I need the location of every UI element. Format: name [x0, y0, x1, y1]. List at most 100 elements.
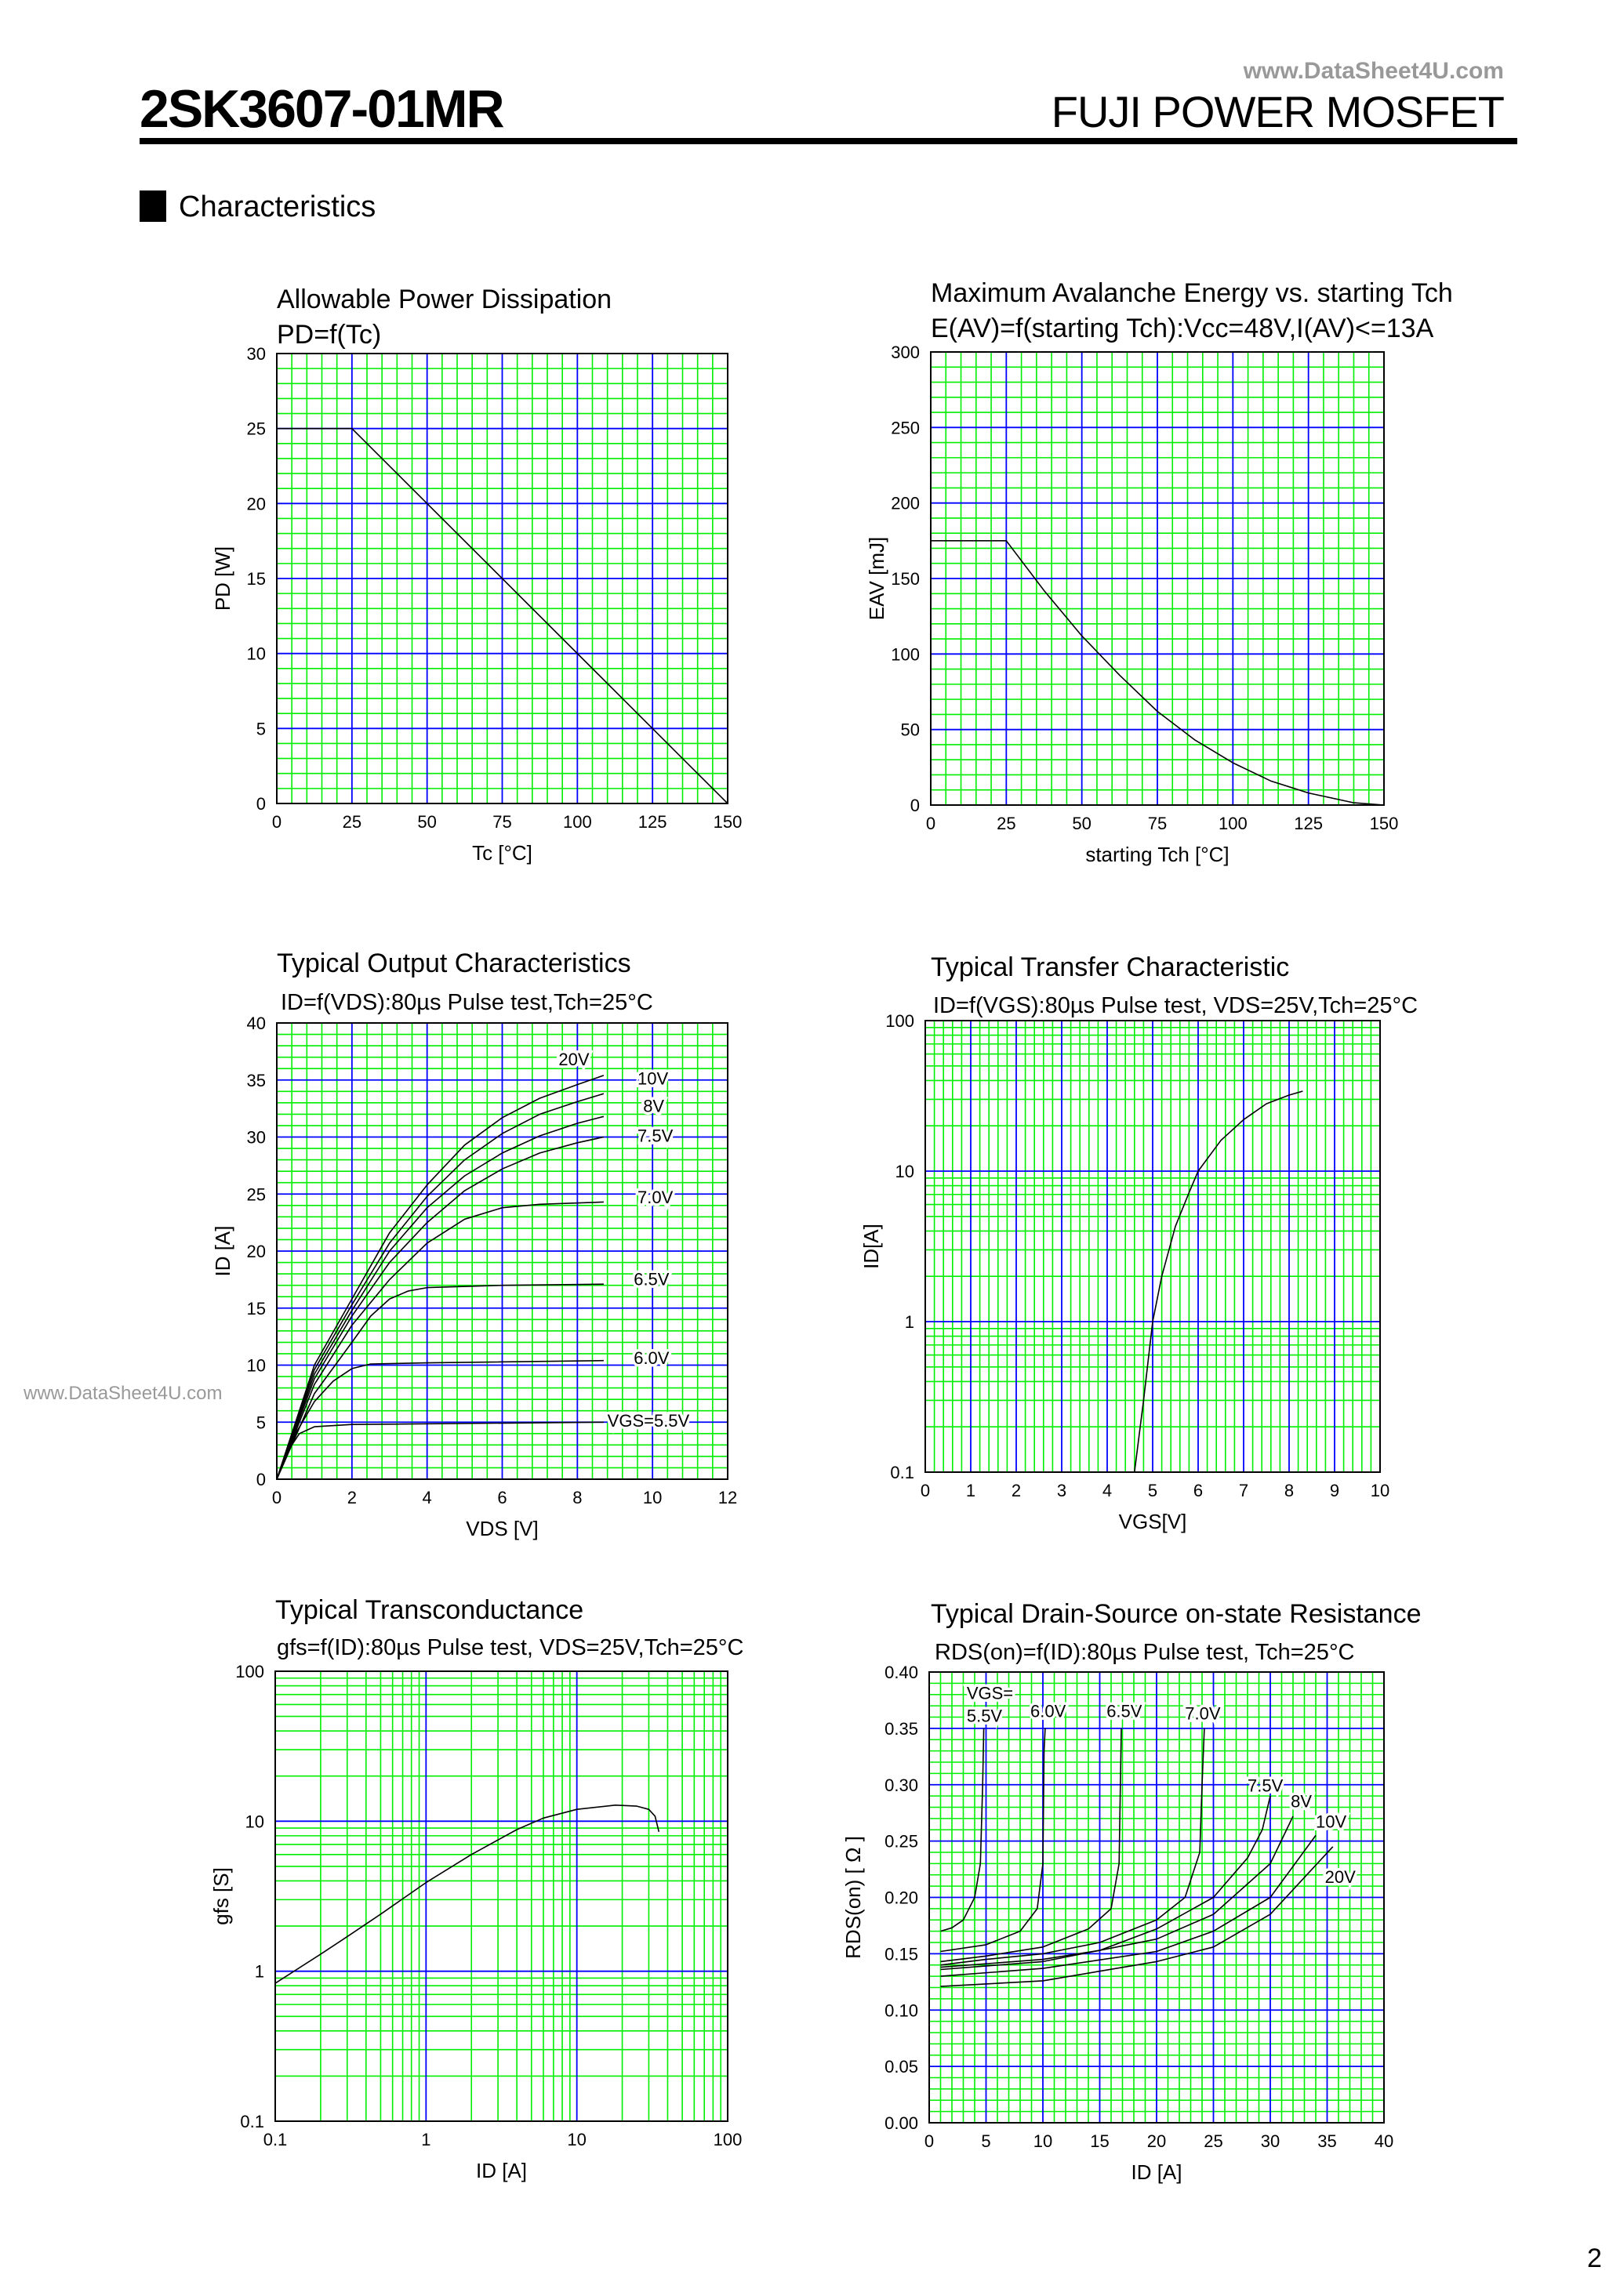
x-tick-label: 35 — [1317, 2131, 1336, 2151]
series-line — [276, 1201, 604, 1480]
x-axis-label: Tc [°C] — [472, 841, 532, 865]
y-tick-label: 15 — [247, 1299, 266, 1318]
x-tick-label: 15 — [1090, 2131, 1109, 2151]
x-tick-label: 125 — [638, 812, 667, 832]
x-axis-label: ID [A] — [476, 2159, 527, 2182]
x-tick-label: 1 — [966, 1481, 975, 1500]
y-tick-label: 1 — [905, 1312, 914, 1332]
series-line — [940, 1728, 1205, 1966]
curve-label: 8V — [643, 1096, 664, 1115]
x-tick-label: 0 — [926, 814, 935, 833]
y-tick-label: 0.1 — [240, 2112, 264, 2131]
x-tick-label: 2 — [1012, 1481, 1021, 1500]
y-tick-label: 40 — [247, 1014, 266, 1033]
series-line — [940, 1846, 1334, 1987]
watermark-side: www.DataSheet4U.com — [23, 1383, 222, 1404]
y-axis-label: gfs [S] — [209, 1867, 233, 1925]
series-line — [1134, 1090, 1303, 1473]
x-tick-label: 5 — [981, 2131, 990, 2151]
curve-label: 7.5V — [1248, 1776, 1284, 1795]
series-line — [940, 1728, 1046, 1953]
chart-on-state-resistance: Typical Drain-Source on-state Resistance… — [841, 1599, 1422, 2184]
watermark-top: www.DataSheet4U.com — [1243, 58, 1504, 84]
curve-label: 6.0V — [634, 1348, 670, 1368]
y-tick-label: 150 — [891, 569, 920, 589]
y-axis-label: PD [W] — [211, 546, 234, 611]
y-tick-label: 30 — [247, 344, 266, 364]
curve-label: 7.5V — [637, 1126, 674, 1145]
x-tick-label: 50 — [1072, 814, 1091, 833]
plot-area: 0 2 4 6 8 10 12 0 5 10 15 20 25 30 35 40 VDS [V] ID [A] 20… — [211, 1014, 737, 1540]
x-tick-label: 2 — [347, 1488, 357, 1507]
curve-label: 20V — [1325, 1867, 1356, 1887]
plot-background — [275, 1671, 728, 2121]
series-line — [274, 1805, 660, 1984]
chart-transconductance: Typical Transconductance gfs=f(ID):80µs … — [209, 1595, 743, 2182]
series-line — [276, 1115, 605, 1480]
x-tick-label: 9 — [1330, 1481, 1339, 1500]
brand-title: FUJI POWER MOSFET — [1052, 87, 1504, 136]
x-tick-label: 25 — [343, 812, 361, 832]
y-tick-label: 0 — [256, 794, 266, 814]
chart-title: Maximum Avalanche Energy vs. starting Tc… — [931, 278, 1453, 308]
curve-label: 10V — [637, 1069, 668, 1089]
y-tick-label: 25 — [247, 419, 266, 439]
curve-label: 5.5V — [967, 1706, 1003, 1725]
y-tick-label: 100 — [235, 1662, 264, 1681]
series-line — [940, 1834, 1317, 1977]
x-tick-label: 10 — [1033, 2131, 1052, 2151]
x-tick-label: 4 — [1102, 1481, 1112, 1500]
x-tick-label: 1 — [421, 2130, 430, 2149]
x-tick-label: 12 — [718, 1488, 737, 1507]
chart-subtitle: RDS(on)=f(ID):80µs Pulse test, Tch=25°C — [935, 1640, 1354, 1665]
x-tick-label: 7 — [1239, 1481, 1248, 1500]
curve-label: VGS=5.5V — [608, 1411, 690, 1431]
x-tick-label: 40 — [1375, 2131, 1393, 2151]
curve-label: 20V — [558, 1050, 589, 1069]
part-number: 2SK3607-01MR — [140, 79, 503, 139]
x-axis-label: ID [A] — [1131, 2160, 1182, 2184]
plot-frame — [274, 1670, 728, 2122]
x-tick-label: 0 — [272, 812, 282, 832]
x-tick-label: 5 — [1148, 1481, 1157, 1500]
section-title: Characteristics — [179, 190, 376, 223]
series-line — [276, 1075, 605, 1480]
plot-frame — [928, 1671, 1385, 2124]
series-line — [940, 1795, 1271, 1968]
x-tick-label: 6 — [497, 1488, 507, 1507]
chart-avalanche-energy: Maximum Avalanche Energy vs. starting Tc… — [865, 278, 1453, 866]
section-marker — [140, 190, 166, 222]
x-tick-label: 0 — [272, 1488, 282, 1507]
plot-frame — [930, 351, 1385, 806]
curve-label: VGS= — [967, 1684, 1013, 1703]
x-tick-label: 10 — [1371, 1481, 1389, 1500]
y-tick-label: 30 — [247, 1128, 266, 1148]
y-tick-label: 200 — [891, 494, 920, 513]
x-tick-label: 6 — [1193, 1481, 1203, 1500]
x-tick-label: 100 — [1219, 814, 1248, 833]
y-tick-label: 10 — [247, 1356, 266, 1376]
x-axis-label: VDS [V] — [466, 1517, 538, 1540]
y-tick-label: 50 — [901, 720, 920, 740]
plot-area: 0 25 50 75 100 125 150 0 5 10 15 20 25 30 Tc [°C] PD [W… — [211, 344, 742, 865]
y-tick-label: 10 — [895, 1162, 914, 1181]
x-tick-label: 4 — [423, 1488, 432, 1507]
x-tick-label: 150 — [1370, 814, 1399, 833]
page-number: 2 — [1587, 2243, 1602, 2273]
y-tick-label: 0 — [256, 1470, 266, 1489]
y-tick-label: 100 — [891, 644, 920, 664]
curve-label: 7.0V — [1185, 1703, 1221, 1723]
x-tick-label: 0 — [924, 2131, 934, 2151]
curve-label: 6.5V — [1106, 1702, 1142, 1721]
chart-title: Typical Transconductance — [275, 1595, 583, 1625]
y-tick-label: 0.05 — [884, 2057, 918, 2077]
plot-frame — [276, 1022, 728, 1480]
y-tick-label: 5 — [256, 1413, 266, 1432]
curve-label: 7.0V — [637, 1188, 674, 1207]
curve-label: 10V — [1316, 1812, 1346, 1831]
header-rule — [140, 138, 1517, 144]
x-tick-label: 0.1 — [263, 2130, 288, 2149]
chart-transfer-characteristic: Typical Transfer Characteristic ID=f(VGS… — [859, 952, 1418, 1533]
x-tick-label: 125 — [1294, 814, 1323, 833]
